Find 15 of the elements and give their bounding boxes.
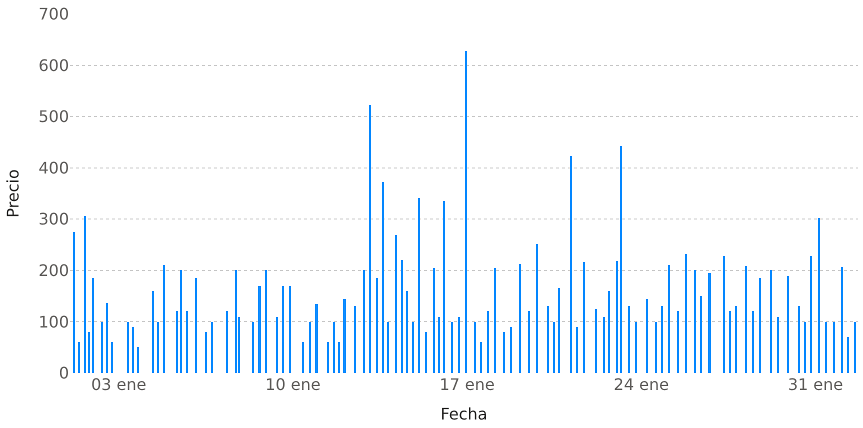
y-tick-label: 100 xyxy=(38,312,69,332)
y-tick-label: 0 xyxy=(58,364,69,383)
y-tick-label: 300 xyxy=(38,210,69,229)
y-tick-label: 400 xyxy=(38,158,69,178)
y-tick-label: 500 xyxy=(38,107,69,126)
y-tick-label: 600 xyxy=(38,56,69,75)
x-tick-label: 03 ene xyxy=(91,375,146,394)
x-tick-label: 31 ene xyxy=(788,375,844,394)
x-axis-title: Fecha xyxy=(440,404,488,424)
x-tick-label: 17 ene xyxy=(439,375,495,394)
y-axis-title: Precio xyxy=(3,169,22,218)
x-tick-label: 24 ene xyxy=(614,375,669,394)
y-tick-label: 700 xyxy=(38,4,69,24)
x-tick-label: 10 ene xyxy=(265,375,321,394)
y-tick-label: 200 xyxy=(38,261,69,280)
